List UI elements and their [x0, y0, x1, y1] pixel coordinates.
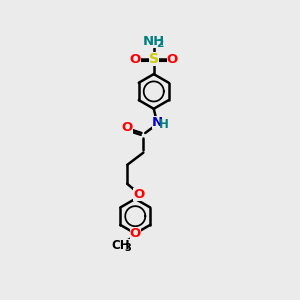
- Text: O: O: [130, 52, 141, 66]
- Text: CH: CH: [111, 238, 130, 252]
- Text: O: O: [122, 121, 133, 134]
- Text: H: H: [159, 118, 169, 131]
- Text: O: O: [130, 227, 141, 240]
- Text: O: O: [167, 52, 178, 66]
- Text: S: S: [149, 52, 159, 66]
- Text: O: O: [133, 188, 144, 201]
- Text: NH: NH: [142, 35, 165, 48]
- Text: N: N: [152, 116, 163, 129]
- Text: 2: 2: [157, 39, 164, 49]
- Text: 3: 3: [124, 243, 131, 253]
